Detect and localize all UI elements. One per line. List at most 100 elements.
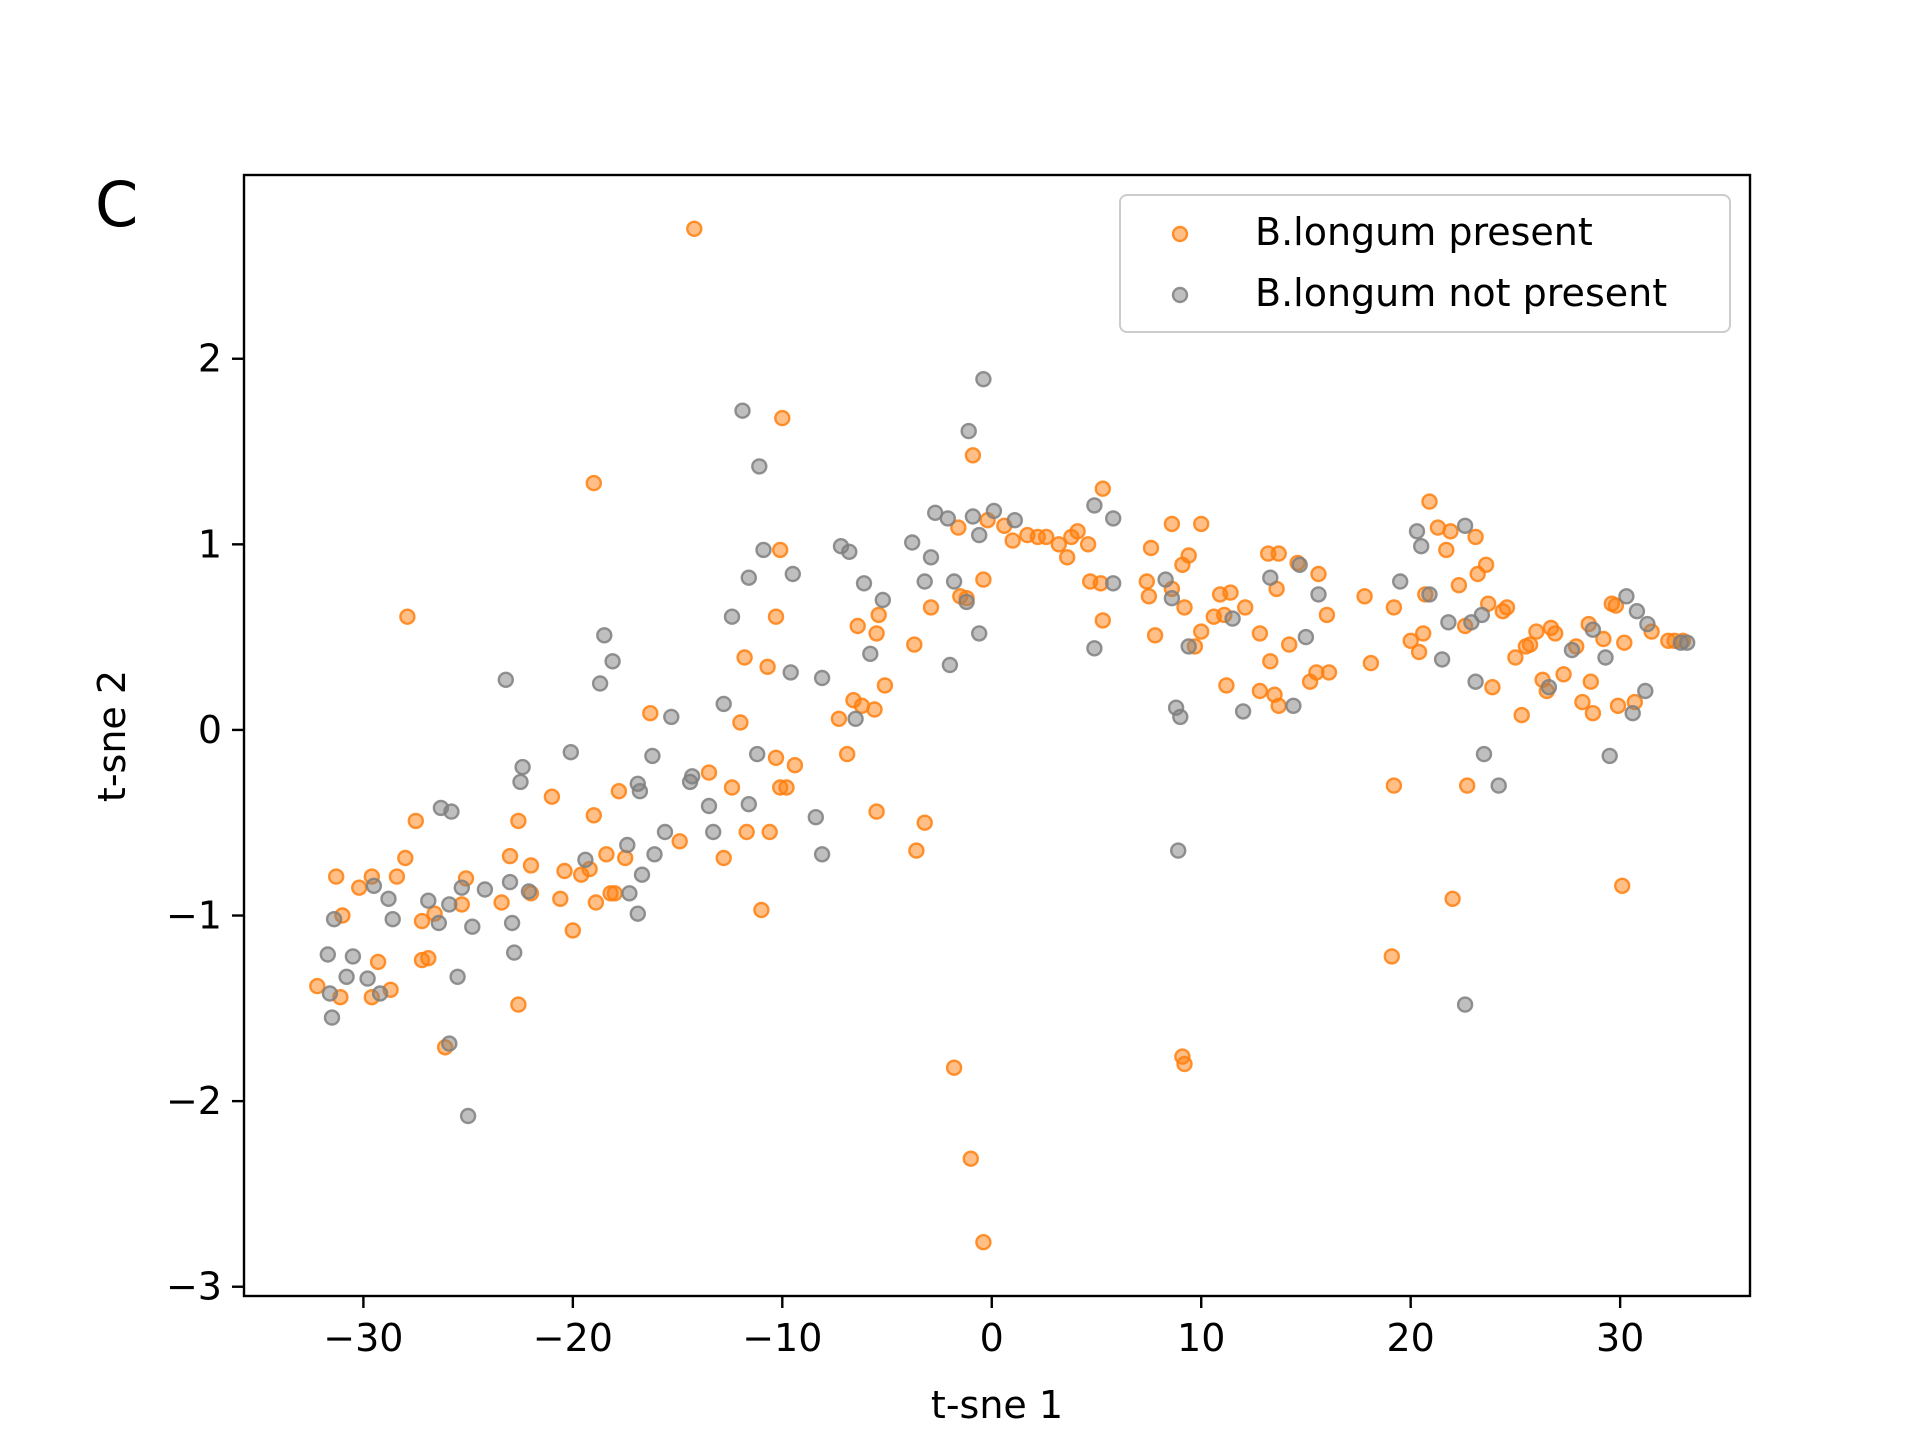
point-not-present-80	[985, 502, 1003, 520]
point-present-159	[1555, 666, 1572, 683]
point-not-present-0	[975, 371, 992, 388]
point-present-13	[413, 912, 431, 930]
point-not-present-16	[512, 773, 529, 791]
point-present-132	[1410, 643, 1428, 661]
point-not-present-13	[501, 873, 519, 891]
point-present-26	[522, 857, 540, 874]
point-present-47	[715, 849, 732, 867]
point-not-present-117	[1618, 588, 1635, 605]
point-not-present-81	[1006, 512, 1023, 529]
point-not-present-107	[1467, 673, 1484, 690]
legend-label-present: B.longum present	[1255, 210, 1593, 254]
point-present-151	[1513, 706, 1530, 724]
point-present-50	[736, 649, 753, 666]
point-not-present-9	[441, 896, 458, 913]
point-not-present-86	[1157, 571, 1174, 588]
point-present-114	[1270, 545, 1287, 562]
point-not-present-71	[922, 549, 940, 566]
point-not-present-110	[1490, 777, 1507, 794]
point-not-present-111	[1456, 996, 1474, 1013]
point-present-25	[510, 812, 527, 830]
point-not-present-42	[633, 866, 651, 883]
point-present-85	[1058, 549, 1076, 566]
point-present-37	[598, 846, 615, 863]
point-not-present-37	[591, 675, 609, 692]
x-axis-ticks: −30 −20 −10 0 10 20 30	[323, 1296, 1644, 1360]
point-not-present-112	[1540, 679, 1558, 696]
point-present-138	[1442, 523, 1459, 540]
point-present-101	[1180, 547, 1197, 564]
point-not-present-69	[904, 534, 921, 551]
point-present-145	[1477, 556, 1495, 573]
point-present-150	[1507, 649, 1524, 666]
point-not-present-17	[514, 758, 531, 776]
point-not-present-20	[384, 911, 401, 928]
point-present-133	[1414, 625, 1432, 642]
point-present-97	[1163, 515, 1181, 533]
y-tick-label: −1	[166, 894, 222, 938]
point-not-present-100	[1408, 523, 1426, 540]
point-present-54	[767, 749, 785, 766]
point-present-5	[399, 608, 416, 625]
point-present-11	[328, 868, 345, 885]
point-present-147	[1484, 679, 1501, 696]
point-not-present-77	[964, 508, 982, 525]
point-present-28	[510, 996, 527, 1013]
point-not-present-76	[958, 593, 975, 611]
point-present-125	[1318, 606, 1336, 624]
point-present-127	[1356, 588, 1373, 605]
point-not-present-92	[1224, 610, 1241, 627]
point-present-93	[1138, 573, 1156, 590]
plot-frame	[242, 173, 1752, 1298]
y-tick-label: 0	[198, 708, 222, 752]
point-present-46	[700, 764, 718, 781]
point-not-present-108	[1473, 606, 1491, 624]
point-present-92	[1094, 480, 1112, 497]
x-tick-label: 10	[1177, 1316, 1225, 1360]
point-present-48	[723, 779, 741, 796]
point-present-100	[1176, 599, 1193, 616]
point-not-present-121	[1637, 682, 1654, 700]
point-present-40	[617, 849, 634, 867]
point-not-present-82	[1086, 497, 1103, 514]
point-present-73	[922, 599, 940, 616]
point-present-71	[916, 814, 933, 831]
point-not-present-11	[464, 918, 481, 935]
point-present-39	[610, 783, 628, 800]
point-not-present-75	[945, 573, 963, 590]
point-present-104	[1192, 515, 1210, 533]
point-not-present-21	[365, 877, 383, 894]
point-not-present-8	[430, 914, 447, 932]
point-present-169	[1616, 634, 1633, 651]
point-not-present-15	[506, 944, 523, 961]
point-present-41	[606, 885, 623, 902]
point-not-present-95	[1285, 697, 1302, 714]
point-present-72	[908, 842, 925, 859]
point-present-66	[868, 625, 885, 642]
point-present-154	[1528, 623, 1545, 640]
point-not-present-3	[960, 422, 977, 440]
y-axis-ticks: −3 −2 −1 0 1 2	[166, 337, 244, 1309]
point-not-present-93	[1234, 703, 1252, 720]
point-not-present-59	[782, 664, 799, 681]
point-not-present-1	[734, 402, 751, 419]
point-present-2	[774, 409, 791, 427]
point-not-present-54	[740, 569, 757, 586]
point-not-present-7	[420, 892, 437, 909]
point-not-present-52	[715, 695, 732, 713]
point-present-118	[1270, 697, 1287, 714]
point-present-165	[1595, 630, 1612, 648]
point-present-74	[950, 519, 967, 536]
panel-label: C	[95, 168, 138, 241]
point-not-present-23	[338, 968, 355, 985]
point-present-112	[1251, 682, 1269, 700]
point-not-present-33	[562, 744, 579, 761]
point-present-129	[1385, 777, 1403, 794]
point-present-4	[964, 447, 982, 464]
point-not-present-6	[443, 803, 460, 820]
point-present-91	[1094, 612, 1112, 629]
point-present-16	[413, 951, 431, 969]
point-present-10	[351, 879, 368, 896]
point-present-69	[868, 803, 885, 820]
point-not-present-60	[807, 809, 824, 826]
